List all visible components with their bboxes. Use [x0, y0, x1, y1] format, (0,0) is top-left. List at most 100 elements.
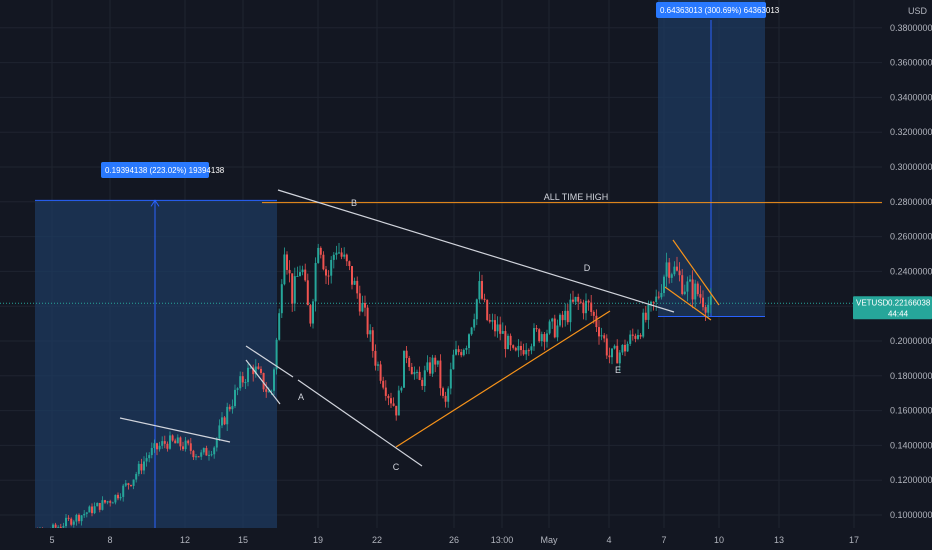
- candle-body: [577, 296, 580, 302]
- candle-body: [426, 362, 429, 371]
- candle-body: [101, 500, 104, 510]
- measurement-2[interactable]: 0.64363013 (300.69%) 64363013: [656, 0, 780, 317]
- candle-body: [88, 506, 91, 513]
- candle-body: [135, 473, 138, 480]
- x-tick-label: 8: [107, 535, 112, 545]
- candle-body: [699, 294, 702, 298]
- trendline-triangle-support[interactable]: [395, 310, 611, 448]
- candle-body: [579, 301, 582, 303]
- candle-body: [278, 313, 281, 340]
- candle-body: [343, 254, 346, 257]
- price-tag-value: 0.22166038: [888, 298, 931, 307]
- wave-label-a: A: [298, 392, 304, 402]
- candle-body: [473, 319, 476, 328]
- candle-body: [366, 307, 369, 335]
- candle-body: [119, 496, 122, 499]
- candle-body: [442, 388, 444, 396]
- trendline-wedge-bottom[interactable]: [664, 286, 712, 321]
- candle-body: [163, 441, 166, 444]
- candle-body: [314, 262, 317, 302]
- measurement-1-box: [35, 200, 277, 538]
- candle-body: [156, 443, 158, 450]
- candle-body: [405, 350, 408, 359]
- candle-body: [512, 345, 515, 348]
- candle-body: [522, 350, 525, 355]
- candle-body: [566, 310, 569, 323]
- trendline-abcd-top[interactable]: [277, 189, 675, 313]
- candle-body: [449, 369, 452, 389]
- candle-body: [465, 348, 468, 350]
- candle-body: [208, 454, 210, 456]
- candle-body: [678, 270, 681, 276]
- candle-body: [642, 312, 645, 337]
- candle-body: [262, 372, 265, 390]
- candle-body: [598, 327, 600, 337]
- candle-body: [683, 291, 686, 295]
- candle-body: [670, 274, 673, 278]
- candle-body: [611, 348, 613, 358]
- candle-body: [301, 269, 304, 273]
- candle-body: [150, 447, 153, 456]
- candle-body: [265, 389, 268, 392]
- time-axis[interactable]: 5 8 12 15 19 22 26 13:00 May 4 7 10 13 17: [0, 528, 932, 550]
- candle-body: [447, 388, 450, 402]
- candle-body: [431, 357, 434, 374]
- candle-body: [369, 330, 372, 335]
- candle-body: [481, 281, 483, 299]
- candle-body: [221, 417, 223, 426]
- x-tick-label: 7: [661, 535, 666, 545]
- candle-body: [676, 266, 678, 271]
- candle-body: [374, 350, 377, 366]
- trendline-abcd-bottom[interactable]: [297, 379, 423, 467]
- candle-body: [210, 454, 213, 456]
- candle-body: [252, 367, 255, 375]
- candle-body: [652, 301, 655, 303]
- candle-body: [475, 299, 478, 320]
- candle-body: [572, 299, 574, 302]
- candle-body: [457, 349, 460, 353]
- candle-body: [553, 318, 556, 338]
- candle-body: [592, 311, 595, 316]
- candle-body: [80, 515, 83, 522]
- x-tick-label: 10: [714, 535, 724, 545]
- candle-body: [351, 266, 353, 285]
- candle-body: [624, 344, 626, 352]
- trendline-flag-1[interactable]: [119, 417, 231, 443]
- candle-body: [429, 362, 431, 374]
- candle-body: [377, 364, 379, 366]
- candle-body: [603, 335, 606, 339]
- candle-body: [148, 455, 151, 459]
- measurement-1[interactable]: 0.19394138 (223.02%) 19394138: [35, 162, 277, 539]
- candle-body: [470, 327, 473, 335]
- x-tick-label: 5: [49, 535, 54, 545]
- candle-body: [161, 441, 164, 446]
- candle-body: [195, 456, 197, 458]
- candle-body: [254, 366, 257, 375]
- candle-body: [434, 357, 437, 365]
- candle-body: [644, 312, 647, 320]
- x-tick-label: 4: [606, 535, 611, 545]
- candle-body: [585, 300, 587, 314]
- all-time-high-label: ALL TIME HIGH: [544, 192, 609, 202]
- candle-body: [663, 276, 665, 294]
- price-tag-background: [853, 296, 932, 320]
- candle-body: [499, 324, 502, 334]
- candle-body: [197, 456, 200, 458]
- trendline-flag-2-bottom[interactable]: [245, 359, 281, 405]
- candle-body: [525, 350, 528, 355]
- trendline-wedge-top[interactable]: [672, 239, 720, 306]
- candle-body: [704, 307, 707, 313]
- trendline-flag-2-top[interactable]: [245, 345, 294, 378]
- candle-body: [478, 281, 481, 300]
- candle-body: [538, 329, 541, 342]
- candle-body: [130, 485, 132, 487]
- candle-body: [122, 485, 125, 497]
- candle-body: [153, 443, 156, 448]
